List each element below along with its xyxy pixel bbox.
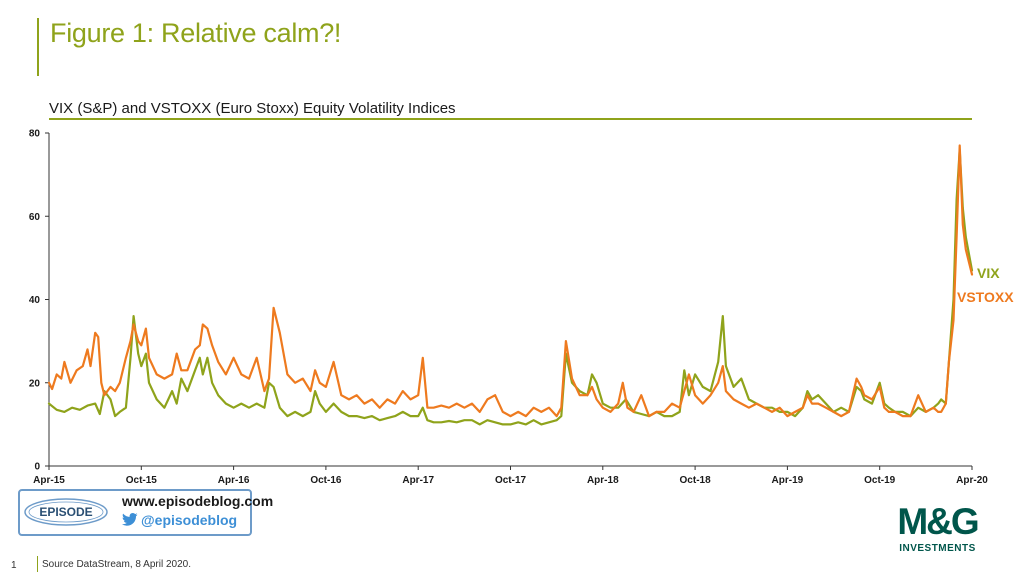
slide-title: Figure 1: Relative calm?!: [50, 18, 342, 48]
episode-twitter-handle[interactable]: @episodeblog: [141, 512, 238, 528]
x-tick-label: Oct-16: [310, 475, 342, 486]
chart-axes: 0 20 40 60 80 Apr-15 Oct-15 Apr-16 Oct-16 Apr-17 O…: [29, 129, 988, 487]
series-line-vix: [47, 148, 974, 426]
title-accent-rule: [37, 18, 39, 76]
y-tick-label: 80: [29, 129, 41, 140]
mg-investments-logo: M&G INVESTMENTS: [880, 502, 995, 560]
series-label-vix: VIX: [977, 265, 1000, 281]
x-tick-label: Apr-15: [33, 475, 65, 486]
x-tick-label: Oct-17: [495, 475, 527, 486]
episode-logo-oval-icon: [24, 498, 108, 526]
y-tick-label: 60: [29, 212, 41, 223]
chart-series: [47, 144, 974, 426]
mg-logo-text: M&G: [897, 501, 979, 542]
x-tick-label: Apr-17: [402, 475, 434, 486]
episode-blog-badge[interactable]: EPISODE www.episodeblog.com @episodeblog: [18, 489, 273, 536]
y-tick-label: 40: [29, 295, 41, 306]
episode-logo: EPISODE: [23, 497, 109, 527]
source-accent-rule: [37, 556, 38, 572]
series-line-vstoxx: [47, 144, 974, 418]
episode-logo-text: EPISODE: [39, 505, 93, 519]
x-tick-label: Apr-18: [587, 475, 619, 486]
x-tick-label: Oct-15: [126, 475, 158, 486]
x-tick-label: Oct-19: [864, 475, 896, 486]
series-label-vstoxx: VSTOXX: [957, 289, 1014, 305]
y-tick-label: 20: [29, 378, 41, 389]
chart-title-rule: [49, 118, 972, 120]
chart-series-labels: VIX VSTOXX: [957, 265, 1014, 305]
source-note: Source DataStream, 8 April 2020.: [42, 559, 191, 570]
x-tick-label: Apr-19: [772, 475, 804, 486]
episode-url-link[interactable]: www.episodeblog.com: [122, 493, 274, 509]
mg-logo-subtext: INVESTMENTS: [899, 543, 976, 554]
y-tick-label: 0: [34, 462, 40, 473]
x-tick-label: Oct-18: [680, 475, 712, 486]
chart-title: VIX (S&P) and VSTOXX (Euro Stoxx) Equity…: [49, 100, 456, 117]
twitter-bird-icon: [122, 513, 138, 526]
x-tick-label: Apr-20: [956, 475, 988, 486]
page-number: 1: [11, 560, 17, 571]
x-tick-label: Apr-16: [218, 475, 250, 486]
